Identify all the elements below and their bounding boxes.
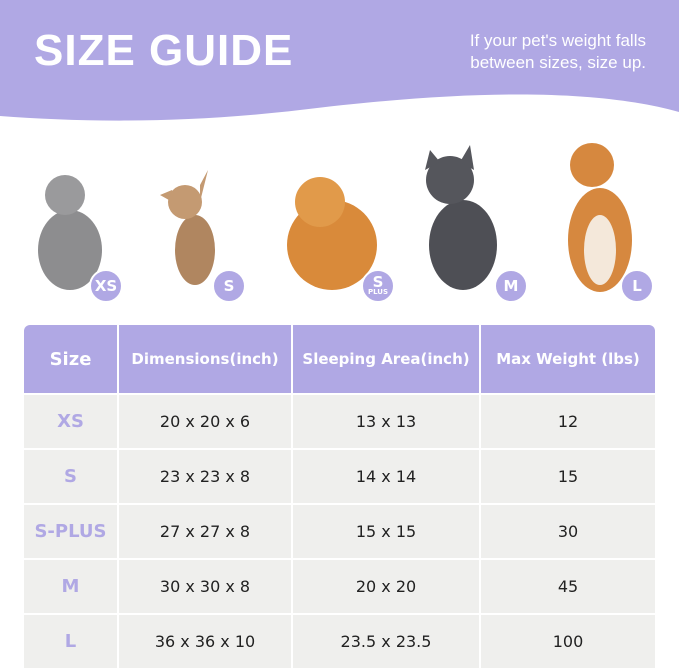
sleeping-area-cell: 23.5 x 23.5	[293, 615, 479, 668]
note-line: If your pet's weight falls	[469, 31, 646, 50]
sleeping-area-cell: 13 x 13	[293, 395, 479, 448]
badge-sublabel: PLUS	[367, 288, 389, 296]
badge-label: S	[223, 276, 235, 295]
french-bulldog-image	[425, 145, 497, 290]
page-title: SIZE GUIDE	[34, 26, 294, 75]
size-badge-xs: XS	[89, 269, 123, 303]
max-weight-cell: 30	[481, 505, 655, 558]
table-row: M 30 x 30 x 8 20 x 20 45	[24, 560, 655, 613]
column-header: Dimensions(inch)	[119, 325, 291, 393]
size-cell: S	[24, 450, 117, 503]
column-header: Max Weight (lbs)	[481, 325, 655, 393]
dimensions-cell: 30 x 30 x 8	[119, 560, 291, 613]
dimensions-cell: 23 x 23 x 8	[119, 450, 291, 503]
badge-label: M	[503, 276, 519, 295]
badge-label: XS	[94, 276, 118, 295]
sleeping-area-cell: 15 x 15	[293, 505, 479, 558]
note-line: between sizes, size up.	[470, 53, 646, 72]
dimensions-cell: 36 x 36 x 10	[119, 615, 291, 668]
max-weight-cell: 15	[481, 450, 655, 503]
table-row: S 23 x 23 x 8 14 x 14 15	[24, 450, 655, 503]
badge-label: S	[372, 273, 384, 291]
max-weight-cell: 12	[481, 395, 655, 448]
size-table: Size Dimensions(inch) Sleeping Area(inch…	[22, 323, 657, 670]
size-cell: M	[24, 560, 117, 613]
table-header-row: Size Dimensions(inch) Sleeping Area(inch…	[24, 325, 655, 393]
sleeping-area-cell: 20 x 20	[293, 560, 479, 613]
table-row: S-PLUS 27 x 27 x 8 15 x 15 30	[24, 505, 655, 558]
dimensions-cell: 20 x 20 x 6	[119, 395, 291, 448]
column-header: Size	[24, 325, 117, 393]
pet-images	[38, 143, 632, 292]
sizing-note: If your pet's weight falls between sizes…	[470, 30, 646, 74]
shiba-inu-image	[568, 143, 632, 292]
size-badge-s-plus: S PLUS	[361, 269, 395, 303]
table-row: L 36 x 36 x 10 23.5 x 23.5 100	[24, 615, 655, 668]
size-badge-m: M	[494, 269, 528, 303]
header-banner	[0, 0, 679, 121]
table-row: XS 20 x 20 x 6 13 x 13 12	[24, 395, 655, 448]
badge-label: L	[632, 276, 642, 295]
size-cell: XS	[24, 395, 117, 448]
max-weight-cell: 100	[481, 615, 655, 668]
size-badge-s: S	[212, 269, 246, 303]
dimensions-cell: 27 x 27 x 8	[119, 505, 291, 558]
size-badge-l: L	[620, 269, 654, 303]
pomeranian-image	[287, 177, 377, 290]
size-cell: S-PLUS	[24, 505, 117, 558]
max-weight-cell: 45	[481, 560, 655, 613]
cat-image	[38, 175, 102, 290]
size-cell: L	[24, 615, 117, 668]
sleeping-area-cell: 14 x 14	[293, 450, 479, 503]
column-header: Sleeping Area(inch)	[293, 325, 479, 393]
chihuahua-image	[160, 170, 215, 285]
